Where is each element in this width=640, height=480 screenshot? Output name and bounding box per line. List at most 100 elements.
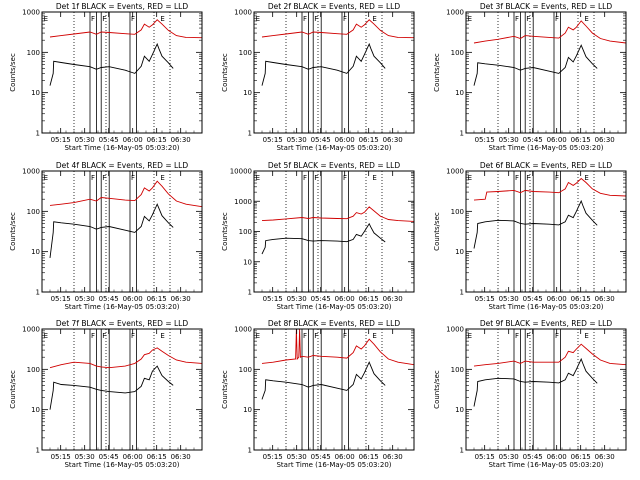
x-tick-label: 05:30 bbox=[287, 136, 307, 144]
interval-box bbox=[312, 328, 322, 451]
y-tick-label: 1 bbox=[248, 130, 252, 138]
event-marker-label: E bbox=[468, 174, 472, 182]
x-tick-label: 06:30 bbox=[595, 295, 615, 303]
chart-title: Det 8f BLACK = Events, RED = LLD bbox=[268, 319, 401, 328]
x-tick-label: 05:30 bbox=[499, 295, 519, 303]
x-tick-label: 05:30 bbox=[75, 295, 95, 303]
event-marker-label: E bbox=[44, 332, 48, 340]
interval-box-label: F bbox=[303, 174, 307, 182]
x-tick-label: 05:45 bbox=[523, 136, 543, 144]
y-axis-label: Counts/sec bbox=[221, 53, 229, 92]
y-axis-label: Counts/sec bbox=[9, 212, 17, 251]
y-tick-label: 100 bbox=[239, 49, 252, 57]
x-tick-label: 06:00 bbox=[123, 295, 143, 303]
y-axis-label: Counts/sec bbox=[433, 370, 441, 409]
chart-title: Det 6f BLACK = Events, RED = LLD bbox=[480, 161, 613, 170]
event-marker-label: E bbox=[372, 174, 376, 182]
x-tick-label: 05:45 bbox=[523, 295, 543, 303]
x-tick-label: 05:30 bbox=[287, 453, 307, 461]
x-tick-label: 06:30 bbox=[383, 453, 403, 461]
x-tick-label: 05:45 bbox=[523, 453, 543, 461]
x-tick-label: 05:15 bbox=[263, 453, 283, 461]
y-tick-label: 100 bbox=[239, 228, 252, 236]
event-marker-label: E bbox=[160, 174, 164, 182]
x-axis-label: Start Time (16-May-05 05:03:20) bbox=[64, 303, 179, 311]
events-series-line bbox=[261, 361, 386, 400]
x-tick-label: 05:15 bbox=[51, 136, 71, 144]
lld-series-line bbox=[473, 177, 627, 201]
x-tick-label: 06:15 bbox=[147, 295, 167, 303]
event-marker-label: E bbox=[256, 174, 260, 182]
chart-title: Det 5f BLACK = Events, RED = LLD bbox=[268, 161, 401, 170]
interval-box-label: F bbox=[91, 174, 95, 182]
lld-series-line bbox=[473, 20, 627, 44]
y-tick-label: 10 bbox=[455, 406, 464, 414]
y-tick-label: 100 bbox=[27, 208, 40, 216]
x-tick-label: 06:15 bbox=[571, 453, 591, 461]
interval-box bbox=[524, 11, 534, 134]
x-tick-label: 06:30 bbox=[171, 453, 191, 461]
x-axis-label: Start Time (16-May-05 05:03:20) bbox=[64, 461, 179, 469]
y-tick-label: 100 bbox=[239, 366, 252, 374]
lld-series-line bbox=[261, 328, 415, 366]
interval-box-label: F bbox=[102, 174, 106, 182]
events-series-line bbox=[49, 42, 174, 86]
x-tick-label: 05:30 bbox=[75, 453, 95, 461]
x-tick-label: 05:30 bbox=[287, 295, 307, 303]
y-tick-label: 100 bbox=[451, 208, 464, 216]
y-tick-label: 10 bbox=[31, 406, 40, 414]
chart-title: Det 4f BLACK = Events, RED = LLD bbox=[56, 161, 189, 170]
x-tick-label: 05:30 bbox=[499, 453, 519, 461]
events-series-line bbox=[473, 357, 598, 407]
interval-box-label: F bbox=[91, 332, 95, 340]
x-tick-label: 05:15 bbox=[51, 295, 71, 303]
interval-box bbox=[301, 170, 309, 293]
x-axis-label: Start Time (16-May-05 05:03:20) bbox=[276, 303, 391, 311]
interval-box-label: F bbox=[131, 174, 135, 182]
x-tick-label: 05:45 bbox=[311, 295, 331, 303]
plot-frame bbox=[465, 11, 627, 134]
y-axis-label: Counts/sec bbox=[221, 212, 229, 251]
x-tick-label: 05:15 bbox=[51, 453, 71, 461]
interval-box bbox=[513, 11, 521, 134]
y-axis-label: Counts/sec bbox=[9, 370, 17, 409]
interval-box bbox=[89, 170, 97, 293]
x-tick-label: 06:30 bbox=[595, 453, 615, 461]
x-tick-label: 06:30 bbox=[171, 136, 191, 144]
event-marker-label: E bbox=[468, 332, 472, 340]
y-tick-label: 100 bbox=[27, 366, 40, 374]
x-tick-label: 06:15 bbox=[359, 453, 379, 461]
x-tick-label: 05:30 bbox=[75, 136, 95, 144]
interval-box-label: F bbox=[314, 15, 318, 23]
plot-frame bbox=[41, 170, 203, 293]
interval-box bbox=[312, 11, 322, 134]
x-tick-label: 06:00 bbox=[335, 453, 355, 461]
interval-box bbox=[524, 328, 534, 451]
lld-series-line bbox=[49, 347, 203, 369]
chart-title: Det 2f BLACK = Events, RED = LLD bbox=[268, 2, 401, 11]
interval-box bbox=[312, 170, 322, 293]
lld-series-line bbox=[261, 206, 415, 222]
lld-series-line bbox=[49, 180, 203, 208]
y-axis-label: Counts/sec bbox=[9, 53, 17, 92]
x-tick-label: 06:15 bbox=[571, 136, 591, 144]
interval-box bbox=[89, 328, 97, 451]
events-series-line bbox=[473, 199, 598, 249]
interval-box bbox=[513, 328, 521, 451]
y-tick-label: 1 bbox=[36, 447, 40, 455]
event-marker-label: E bbox=[160, 15, 164, 23]
x-tick-label: 05:15 bbox=[475, 453, 495, 461]
x-tick-label: 06:15 bbox=[147, 136, 167, 144]
interval-box-label: F bbox=[314, 332, 318, 340]
x-tick-label: 06:30 bbox=[383, 136, 403, 144]
events-series-line bbox=[49, 365, 174, 410]
x-tick-label: 06:00 bbox=[335, 136, 355, 144]
y-tick-label: 10 bbox=[455, 89, 464, 97]
y-tick-label: 10000 bbox=[230, 168, 252, 176]
interval-box-label: F bbox=[343, 174, 347, 182]
interval-box-label: F bbox=[515, 174, 519, 182]
